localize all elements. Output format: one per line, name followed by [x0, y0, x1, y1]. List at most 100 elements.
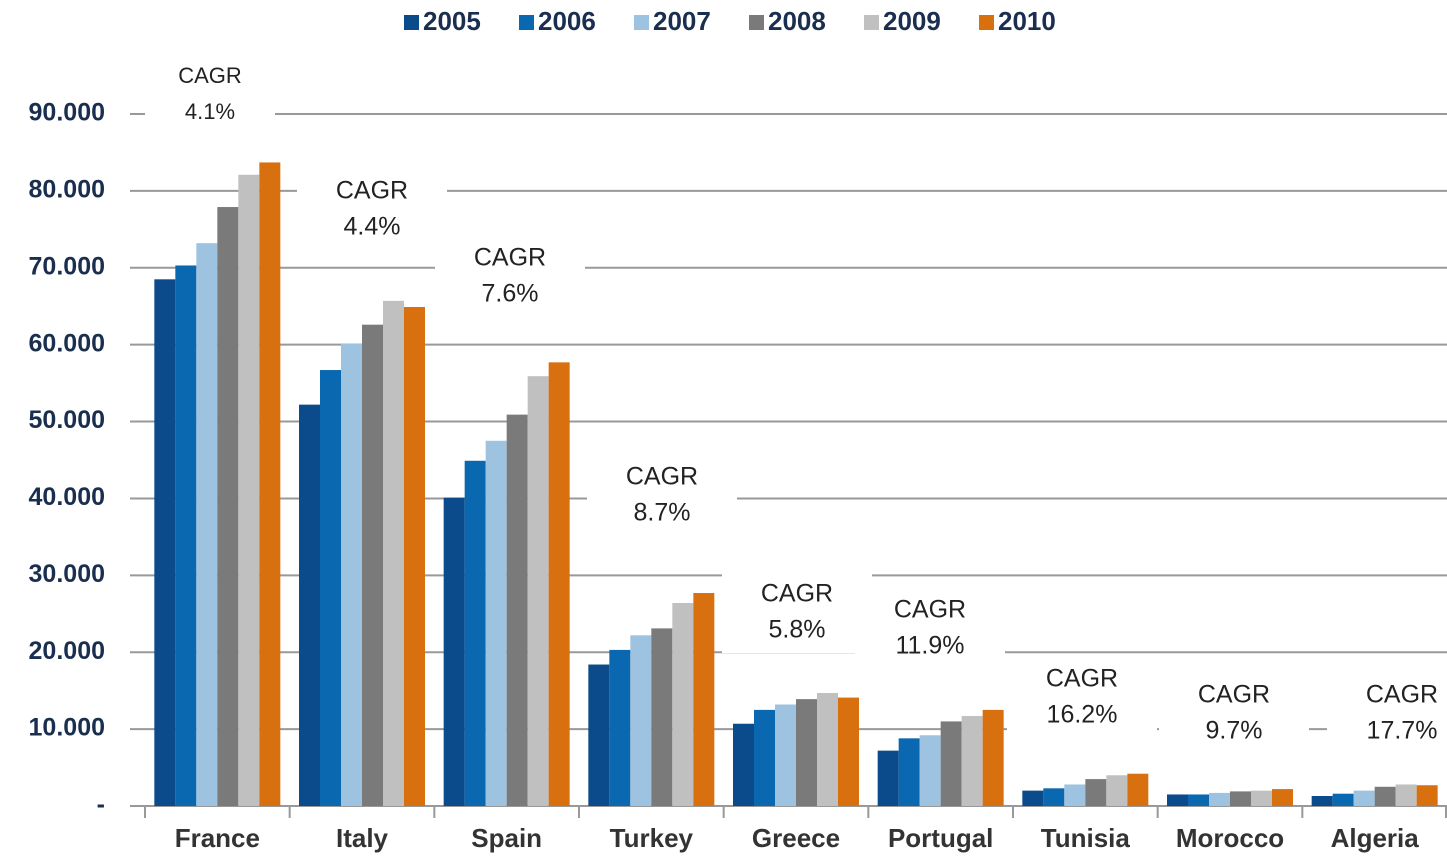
bar: [485, 440, 507, 806]
annotation-box: [855, 589, 1005, 669]
annotation: CAGR: [1046, 665, 1118, 693]
y-tick-label: 90.000: [29, 99, 105, 127]
annotation-box: [297, 170, 447, 250]
legend-label: 2009: [883, 6, 941, 36]
annotation: 9.7%: [1206, 717, 1263, 745]
bar: [1188, 794, 1209, 806]
annotation: 11.9%: [895, 632, 964, 660]
bar: [877, 750, 899, 806]
y-tick-label: 50.000: [29, 406, 105, 434]
legend-label: 2007: [653, 6, 711, 36]
bar: [898, 738, 920, 806]
annotation: 7.6%: [482, 280, 539, 308]
bar: [1251, 790, 1272, 806]
bar: [1353, 790, 1375, 806]
y-tick-label: 40.000: [29, 483, 105, 511]
annotation: CAGR: [626, 463, 698, 491]
bar: [817, 692, 838, 806]
bar: [299, 404, 320, 806]
bar: [196, 243, 218, 806]
bar: [1332, 793, 1354, 806]
bar: [362, 324, 383, 806]
bar: [1127, 773, 1149, 806]
x-tick-label: Turkey: [610, 823, 694, 853]
legend-swatch: [519, 15, 534, 30]
bar: [775, 704, 796, 806]
y-tick-label: 10.000: [29, 714, 105, 742]
bar: [1272, 789, 1293, 806]
bar: [1064, 784, 1086, 806]
annotation: CAGR: [1198, 681, 1270, 709]
annotation-box: [1007, 658, 1157, 738]
bar: [175, 265, 197, 807]
y-tick-label: 80.000: [29, 175, 105, 203]
bar: [1167, 794, 1188, 806]
bar: [217, 207, 239, 807]
bar: [383, 300, 404, 806]
bar: [651, 628, 673, 806]
bar: [754, 709, 775, 806]
x-tick-label: Greece: [752, 823, 840, 853]
bar: [1022, 790, 1044, 806]
x-tick-label: France: [175, 823, 260, 853]
annotation: 17.7%: [1367, 717, 1438, 745]
annotation: CAGR: [474, 244, 546, 272]
annotation-box: [145, 55, 275, 135]
x-tick-label: Italy: [336, 823, 389, 853]
bar: [1395, 784, 1417, 806]
annotation: 4.1%: [185, 99, 235, 124]
bar: [1374, 786, 1396, 806]
x-tick-label: Algeria: [1331, 823, 1420, 853]
annotation: 8.7%: [634, 499, 691, 527]
bar: [630, 635, 652, 806]
annotation: CAGR: [178, 63, 242, 88]
annotation-box: [722, 573, 872, 653]
legend-swatch: [749, 15, 764, 30]
annotation: 4.4%: [344, 213, 401, 241]
y-tick-label: 70.000: [29, 252, 105, 280]
bar: [982, 709, 1004, 806]
y-tick-label: 20.000: [29, 637, 105, 665]
bar: [1209, 792, 1230, 806]
bar: [961, 716, 983, 806]
bar: [443, 497, 465, 806]
bar: [548, 362, 570, 806]
x-tick-label: Morocco: [1176, 823, 1284, 853]
annotation: CAGR: [894, 596, 966, 624]
bar: [404, 306, 425, 806]
y-tick-label: 30.000: [29, 560, 105, 588]
bar: [672, 603, 694, 806]
annotation: 5.8%: [769, 616, 826, 644]
legend-label: 2005: [423, 6, 481, 36]
bar: [506, 414, 528, 806]
legend-swatch: [404, 15, 419, 30]
bar: [940, 721, 962, 806]
legend-label: 2010: [998, 6, 1056, 36]
legend-label: 2006: [538, 6, 596, 36]
legend-swatch: [864, 15, 879, 30]
bar: [1106, 775, 1128, 806]
bar: [588, 664, 610, 806]
bar: [796, 699, 817, 806]
annotation: 16.2%: [1047, 701, 1118, 729]
bar: [320, 370, 341, 806]
bar: [1416, 785, 1438, 806]
legend-swatch: [979, 15, 994, 30]
y-tick-label: 60.000: [29, 329, 105, 357]
bar: [259, 162, 281, 806]
annotation: CAGR: [761, 580, 833, 608]
bar: [341, 343, 362, 806]
annotation-box: [1159, 674, 1309, 754]
legend-swatch: [634, 15, 649, 30]
bar: [464, 460, 486, 806]
bar: [733, 723, 754, 806]
annotation-box: [587, 456, 737, 536]
y-tick-label: -: [97, 791, 105, 819]
annotation-box: [1327, 674, 1447, 754]
bar: [693, 593, 715, 806]
bar: [919, 735, 941, 806]
annotation-box: [435, 237, 585, 317]
bar: [154, 279, 176, 806]
bar: [527, 376, 549, 806]
